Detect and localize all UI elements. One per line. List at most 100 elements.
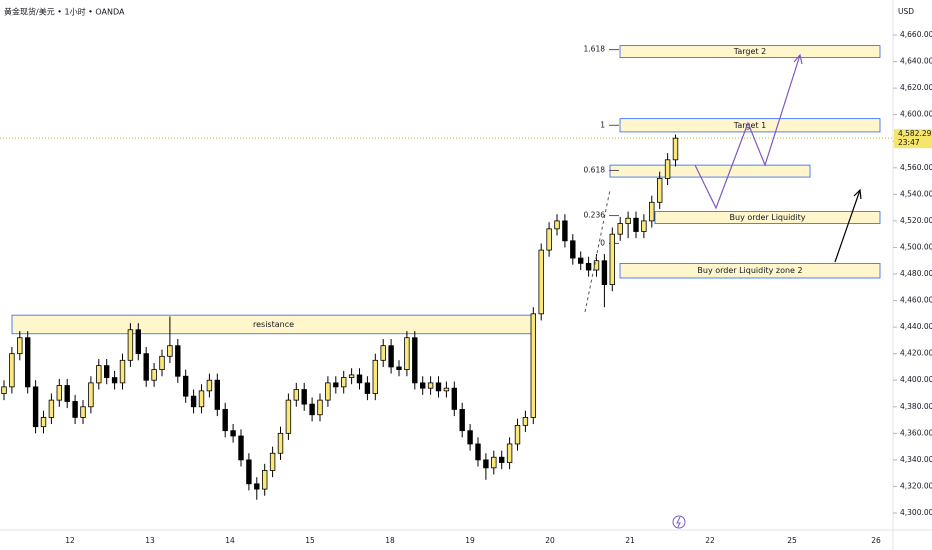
y-tick-label: 4,620.000: [900, 83, 932, 92]
zone-label: Buy order Liquidity: [730, 213, 806, 222]
x-tick-label: 26: [871, 536, 881, 545]
candle-body: [143, 353, 149, 381]
candle-body: [80, 406, 86, 418]
candle-body: [459, 409, 465, 432]
candle-body: [56, 385, 62, 401]
fib-label: 1: [600, 120, 605, 129]
y-tick-label: 4,440.000: [900, 322, 932, 331]
candle-body: [593, 260, 600, 271]
zone-label: Target 2: [733, 47, 766, 56]
candle-body: [451, 387, 457, 410]
candle-body: [649, 201, 655, 222]
candle-body: [554, 220, 560, 230]
candle-body: [546, 228, 552, 251]
candle-body: [617, 223, 623, 235]
candle-body: [325, 382, 331, 401]
candle-body: [269, 452, 276, 471]
candle-body: [246, 459, 252, 485]
candle-body: [491, 456, 497, 469]
candle-body: [562, 220, 568, 242]
candle-body: [167, 345, 173, 357]
candle-body: [664, 159, 671, 179]
x-tick-label: 19: [465, 536, 475, 545]
candle-body: [672, 137, 679, 161]
candle-body: [372, 359, 378, 394]
zone-label: Buy order Liquidity zone 2: [697, 266, 802, 275]
y-tick-label: 4,660.000: [900, 30, 932, 39]
x-tick-label: 25: [787, 536, 797, 545]
candles: [1, 134, 679, 500]
x-tick-label: 21: [625, 536, 635, 545]
candle-body: [261, 470, 268, 490]
candle-body: [214, 379, 220, 410]
symbol-header: 黄金现货/美元 • 1小时 • OANDA: [4, 7, 125, 17]
candle-body: [32, 386, 39, 428]
y-tick-label: 4,500.000: [900, 242, 932, 251]
candle-body: [412, 337, 418, 384]
candle-body: [467, 430, 473, 445]
candle-body: [238, 435, 244, 461]
candle-body: [396, 366, 402, 371]
candle-body: [585, 262, 592, 271]
candle-body: [64, 385, 70, 402]
candle-body: [301, 389, 307, 405]
y-tick-label: 4,400.000: [900, 375, 932, 384]
candle-body: [333, 382, 339, 388]
candle-body: [514, 424, 521, 445]
candle-body: [96, 365, 102, 384]
candle-body: [570, 240, 576, 259]
candle-body: [483, 459, 489, 469]
zone: [619, 45, 881, 58]
candle-body: [206, 379, 213, 392]
candle-body: [40, 416, 47, 428]
y-tick-label: 4,600.000: [900, 110, 932, 119]
x-tick-label: 22: [705, 536, 715, 545]
countdown: 23:47: [898, 138, 920, 147]
candle-body: [9, 353, 15, 388]
y-tick-label: 4,360.000: [900, 428, 932, 437]
candle-body: [88, 382, 94, 408]
zone-label: resistance: [253, 320, 294, 329]
candle-body: [317, 399, 323, 416]
arrow-head: [853, 188, 862, 200]
candle-body: [277, 432, 284, 454]
candle-body: [72, 401, 78, 418]
x-tick-label: 14: [225, 536, 235, 545]
arrow-line: [834, 189, 861, 263]
last-price-label: 4,582.295: [898, 129, 932, 138]
candle-body: [601, 260, 608, 286]
zone: [619, 118, 881, 133]
candle-body: [633, 217, 639, 232]
y-tick-label: 4,300.000: [900, 508, 932, 517]
y-tick-label: 4,340.000: [900, 455, 932, 464]
candle-body: [388, 345, 394, 368]
zones: 4,300.000 4,320.000 4,340.000 4,360.000 4,38…: [0, 30, 932, 545]
zone: [609, 164, 811, 178]
candle-body: [254, 483, 260, 490]
currency: USD: [898, 7, 914, 16]
event-icon[interactable]: [672, 515, 686, 529]
projection-path: [694, 54, 801, 210]
candle-body: [427, 382, 434, 389]
candle-body: [522, 416, 529, 426]
candle-body: [17, 337, 23, 355]
candle-body: [48, 399, 55, 418]
candle-body: [498, 456, 505, 463]
event-icon-bolt: [676, 516, 681, 528]
overlay: [584, 53, 862, 529]
zone: [619, 262, 881, 279]
candle-body: [641, 220, 647, 232]
x-tick-label: 13: [145, 536, 155, 545]
candle-body: [182, 375, 189, 397]
y-tick-label: 4,420.000: [900, 349, 932, 358]
candle-body: [111, 377, 118, 384]
candle-body: [119, 359, 126, 384]
candle-body: [190, 395, 197, 408]
x-tick-label: 20: [545, 536, 555, 545]
y-tick-label: 4,520.000: [900, 216, 932, 225]
candle-body: [475, 443, 481, 461]
fib-label: 0: [600, 238, 605, 247]
candle-body: [159, 355, 165, 371]
